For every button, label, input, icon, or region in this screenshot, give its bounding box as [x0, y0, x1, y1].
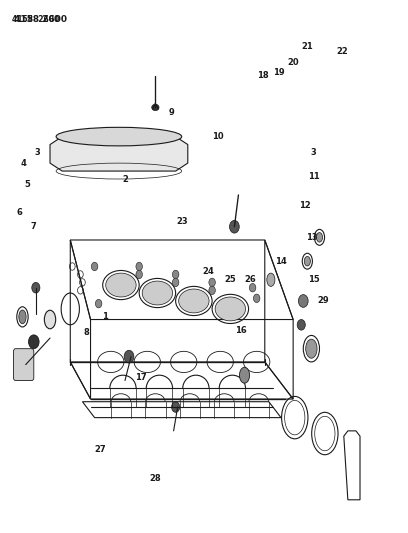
- Ellipse shape: [239, 367, 250, 383]
- Ellipse shape: [152, 104, 159, 111]
- Ellipse shape: [142, 281, 173, 305]
- Text: 3: 3: [35, 148, 41, 157]
- Circle shape: [124, 350, 134, 363]
- Circle shape: [173, 278, 179, 287]
- Text: 19: 19: [273, 68, 285, 77]
- Circle shape: [230, 220, 239, 233]
- Circle shape: [173, 270, 179, 279]
- Circle shape: [297, 319, 305, 330]
- Circle shape: [209, 286, 215, 295]
- Text: 24: 24: [202, 268, 214, 276]
- Circle shape: [136, 270, 142, 279]
- Text: 16: 16: [235, 326, 246, 335]
- Ellipse shape: [306, 339, 317, 358]
- Text: 12: 12: [299, 201, 311, 210]
- Text: 20: 20: [287, 58, 299, 67]
- Text: 11: 11: [308, 172, 319, 181]
- Circle shape: [209, 278, 215, 287]
- Text: 13: 13: [306, 233, 317, 242]
- Ellipse shape: [304, 256, 310, 266]
- Circle shape: [29, 335, 39, 349]
- Circle shape: [298, 295, 308, 308]
- Polygon shape: [50, 136, 188, 171]
- Ellipse shape: [106, 273, 136, 297]
- Circle shape: [32, 282, 40, 293]
- Text: 8: 8: [84, 328, 89, 337]
- Ellipse shape: [267, 273, 275, 286]
- Text: 14: 14: [275, 257, 287, 265]
- Ellipse shape: [19, 310, 26, 324]
- Text: 1: 1: [102, 312, 108, 321]
- Ellipse shape: [179, 289, 209, 313]
- Text: 28: 28: [150, 474, 161, 483]
- Text: 9: 9: [169, 108, 175, 117]
- Text: 23: 23: [176, 217, 188, 226]
- Text: 18: 18: [257, 71, 268, 80]
- Text: 2: 2: [122, 174, 128, 183]
- Circle shape: [249, 284, 256, 292]
- Text: 21: 21: [302, 42, 313, 51]
- Text: 29: 29: [318, 296, 329, 305]
- Circle shape: [172, 402, 180, 413]
- Text: 25: 25: [224, 275, 236, 284]
- Text: 4: 4: [21, 159, 27, 167]
- Text: 17: 17: [135, 373, 147, 382]
- Text: 4158 2600: 4158 2600: [13, 14, 67, 23]
- Text: 3: 3: [310, 148, 316, 157]
- Text: 26: 26: [245, 275, 257, 284]
- Circle shape: [91, 262, 98, 271]
- Circle shape: [253, 294, 260, 303]
- Text: 22: 22: [336, 47, 348, 56]
- Ellipse shape: [317, 232, 323, 242]
- Text: 5: 5: [25, 180, 31, 189]
- Ellipse shape: [44, 310, 55, 329]
- Text: 10: 10: [213, 132, 224, 141]
- Text: 15: 15: [308, 275, 319, 284]
- Text: 6: 6: [17, 208, 22, 217]
- Text: 27: 27: [95, 445, 106, 454]
- Ellipse shape: [56, 127, 182, 146]
- Ellipse shape: [215, 297, 246, 321]
- Circle shape: [136, 262, 142, 271]
- Circle shape: [95, 300, 102, 308]
- Text: 7: 7: [31, 222, 37, 231]
- FancyBboxPatch shape: [13, 349, 34, 381]
- Text: 4158  2600: 4158 2600: [11, 14, 59, 23]
